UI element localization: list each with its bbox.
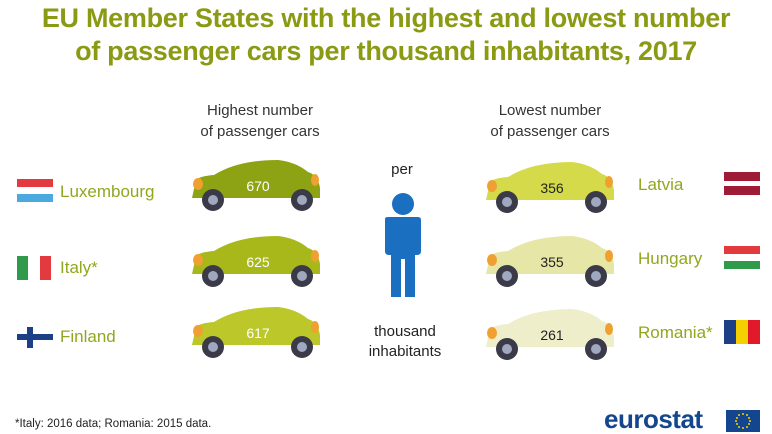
thousand-label: thousand <box>374 323 436 340</box>
country-romania: Romania* <box>638 323 713 342</box>
value-luxembourg: 670 <box>246 178 270 194</box>
country-luxembourg: Luxembourg <box>60 182 155 201</box>
value-latvia: 356 <box>540 180 564 196</box>
finland-flag-icon <box>17 327 53 348</box>
value-hungary: 355 <box>540 254 564 270</box>
thousand-inhabitants-label: thousand inhabitants <box>355 322 455 362</box>
person-icon <box>385 193 421 297</box>
car-icon <box>192 160 320 211</box>
car-romania: 261 <box>482 307 618 362</box>
inhabitants-label: inhabitants <box>368 343 442 360</box>
title-line-2: of passenger cars per thousand inhabitan… <box>75 36 697 66</box>
chart-title: EU Member States with the highest and lo… <box>0 2 772 68</box>
car-italy: 625 <box>188 234 324 289</box>
country-italy: Italy* <box>60 258 98 277</box>
car-finland: 617 <box>188 305 324 360</box>
lowest-header: Lowest number of passenger cars <box>470 100 630 142</box>
country-finland: Finland <box>60 327 116 346</box>
country-latvia: Latvia <box>638 175 684 194</box>
value-italy: 625 <box>246 254 270 270</box>
car-latvia: 356 <box>482 160 618 215</box>
car-icon <box>486 309 614 360</box>
highest-header-line-1: Highest number <box>207 102 313 119</box>
luxembourg-flag-icon <box>17 179 53 202</box>
hungary-flag-icon <box>724 246 760 269</box>
car-hungary: 355 <box>482 234 618 289</box>
car-icon <box>192 307 320 358</box>
car-luxembourg: 670 <box>188 158 324 213</box>
latvia-flag-icon <box>724 172 760 195</box>
lowest-header-line-1: Lowest number <box>498 102 602 119</box>
eu-flag-icon <box>726 410 760 432</box>
romania-flag-icon <box>724 320 760 344</box>
footnote: *Italy: 2016 data; Romania: 2015 data. <box>15 418 212 430</box>
highest-header-line-2: of passenger cars <box>200 123 320 140</box>
value-finland: 617 <box>246 325 270 341</box>
car-icon <box>486 162 614 213</box>
per-label: per <box>391 161 413 178</box>
lowest-header-line-2: of passenger cars <box>490 123 610 140</box>
italy-flag-icon <box>17 256 51 280</box>
car-icon <box>486 236 614 287</box>
car-icon <box>192 236 320 287</box>
country-hungary: Hungary <box>638 249 703 268</box>
highest-header: Highest number of passenger cars <box>180 100 340 142</box>
title-line-1: EU Member States with the highest and lo… <box>41 3 731 33</box>
eurostat-logo: eurostat <box>604 404 703 434</box>
value-romania: 261 <box>540 327 564 343</box>
